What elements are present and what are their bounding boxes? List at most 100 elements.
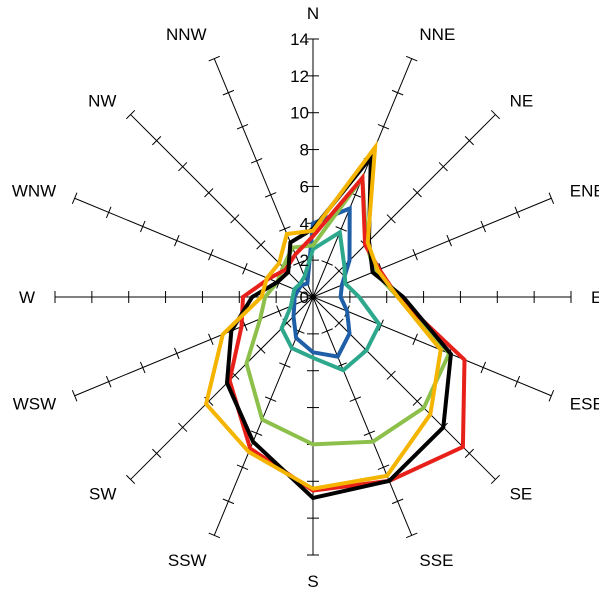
tick-mark-wnw-8 <box>174 234 180 247</box>
tick-mark-sw-10 <box>178 422 188 432</box>
tick-mark-ese-14 <box>548 389 555 402</box>
tick-label-10: 10 <box>290 104 309 123</box>
tick-mark-sse-14 <box>405 532 418 539</box>
tick-mark-nw-12 <box>152 136 162 146</box>
tick-mark-sse-6 <box>349 396 362 402</box>
direction-label-ssw: SSW <box>168 551 207 570</box>
tick-mark-nnw-8 <box>250 158 263 164</box>
tick-mark-ssw-6 <box>264 396 277 402</box>
tick-mark-nw-6 <box>230 214 240 224</box>
tick-label-2: 2 <box>300 251 309 270</box>
tick-mark-wsw-8 <box>174 347 180 360</box>
tick-mark-sw-12 <box>152 448 162 458</box>
direction-label-w: W <box>19 288 35 307</box>
tick-mark-nnw-2 <box>293 260 305 266</box>
tick-mark-nne-12 <box>391 89 404 96</box>
direction-label-sse: SSE <box>419 551 453 570</box>
tick-mark-ese-6 <box>412 333 418 346</box>
series-6-line <box>203 140 443 491</box>
tick-mark-ene-8 <box>446 234 452 247</box>
tick-mark-wsw-6 <box>208 333 214 346</box>
tick-mark-wnw-4 <box>242 263 248 275</box>
tick-mark-ese-12 <box>514 375 521 388</box>
axis-wnw <box>74 197 314 298</box>
axis-ssw <box>213 296 314 536</box>
tick-mark-sse-10 <box>377 464 390 471</box>
tick-mark-sse-12 <box>391 498 404 505</box>
direction-label-e: E <box>591 288 599 307</box>
tick-mark-wnw-12 <box>105 206 112 219</box>
tick-mark-sw-14 <box>125 474 136 485</box>
direction-label-nw: NW <box>88 91 116 110</box>
tick-mark-nne-14 <box>405 55 418 62</box>
axis-se <box>312 296 496 480</box>
tick-mark-nw-14 <box>125 109 136 120</box>
tick-mark-ne-14 <box>490 109 501 120</box>
direction-label-ene: ENE <box>570 182 599 201</box>
tick-mark-nnw-12 <box>222 89 235 96</box>
tick-mark-wnw-10 <box>139 220 146 233</box>
tick-mark-ne-6 <box>386 214 396 224</box>
direction-label-ese: ESE <box>570 394 599 413</box>
tick-mark-ene-12 <box>514 206 521 219</box>
axis-sse <box>312 296 413 536</box>
tick-mark-nnw-6 <box>264 192 277 198</box>
tick-mark-nnw-4 <box>279 226 291 232</box>
direction-label-ne: NE <box>510 91 534 110</box>
tick-mark-ese-10 <box>480 361 487 374</box>
tick-mark-nw-4 <box>256 240 266 250</box>
tick-mark-ssw-8 <box>250 430 263 436</box>
tick-mark-ne-10 <box>438 162 448 172</box>
tick-mark-nne-4 <box>335 226 347 232</box>
tick-label-14: 14 <box>290 30 309 49</box>
tick-mark-ne-8 <box>412 188 422 198</box>
tick-mark-ene-10 <box>480 220 487 233</box>
axis-wsw <box>74 296 314 397</box>
tick-label-4: 4 <box>300 214 309 233</box>
tick-label-0: 0 <box>300 288 309 307</box>
tick-mark-sw-4 <box>256 344 266 354</box>
tick-mark-nw-10 <box>178 162 188 172</box>
tick-mark-wsw-2 <box>276 305 282 317</box>
tick-mark-wsw-10 <box>139 361 146 374</box>
direction-label-nnw: NNW <box>166 25 207 44</box>
tick-mark-ne-2 <box>334 266 344 276</box>
tick-mark-ssw-12 <box>222 498 235 505</box>
tick-mark-wsw-12 <box>105 375 112 388</box>
tick-mark-wnw-14 <box>71 192 78 205</box>
tick-mark-se-6 <box>386 370 396 380</box>
tick-mark-wnw-6 <box>208 248 214 261</box>
direction-label-wsw: WSW <box>13 394 56 413</box>
tick-label-12: 12 <box>290 67 309 86</box>
direction-label-wnw: WNW <box>12 182 56 201</box>
axis-ese <box>312 296 552 397</box>
tick-mark-ene-14 <box>548 192 555 205</box>
tick-mark-se-14 <box>490 474 501 485</box>
axis-ene <box>312 197 552 298</box>
direction-labels: N NNE NE ENE E ESE SE SSE S SSW SW WSW W WNW NW NNW <box>12 4 599 591</box>
series-2-line <box>279 228 382 373</box>
tick-mark-se-12 <box>464 448 474 458</box>
direction-label-nne: NNE <box>419 25 455 44</box>
axis-nnw <box>213 58 314 298</box>
tick-mark-ssw-10 <box>236 464 249 471</box>
tick-label-8: 8 <box>300 141 309 160</box>
series-5-line <box>224 151 453 501</box>
direction-label-n: N <box>307 4 319 23</box>
tick-mark-nw-8 <box>204 188 214 198</box>
data-series-layer <box>203 140 467 501</box>
tick-mark-ssw-14 <box>208 532 221 539</box>
tick-mark-ne-12 <box>464 136 474 146</box>
tick-label-6: 6 <box>300 177 309 196</box>
axis-sw <box>130 296 314 480</box>
tick-mark-ssw-4 <box>279 362 291 368</box>
tick-mark-se-2 <box>334 318 344 328</box>
tick-mark-nne-10 <box>377 123 390 130</box>
tick-mark-ene-6 <box>412 248 418 261</box>
tick-mark-se-8 <box>412 396 422 406</box>
tick-mark-wsw-14 <box>71 389 78 402</box>
direction-label-s: S <box>307 572 318 591</box>
tick-mark-sse-8 <box>363 430 376 436</box>
tick-mark-nne-2 <box>321 260 333 266</box>
